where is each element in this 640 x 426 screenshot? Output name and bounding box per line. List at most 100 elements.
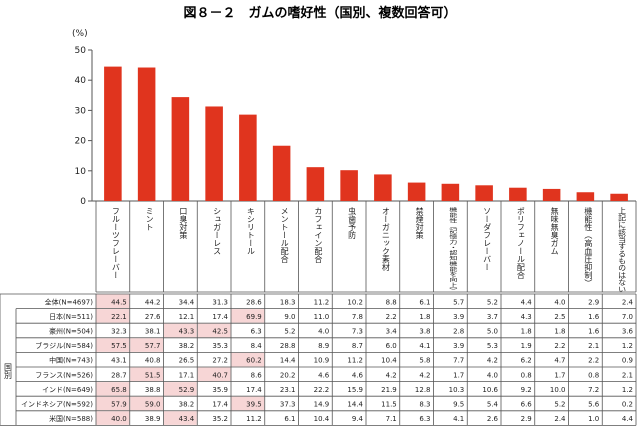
table-cell: 11.0 (314, 313, 330, 321)
row-label: 米国(N=588) (49, 414, 93, 423)
table-cell: 1.8 (419, 313, 430, 321)
category-label: シュガーレス (213, 207, 222, 255)
table-cell: 4.2 (487, 357, 498, 365)
table-cell: 7.0 (622, 313, 633, 321)
category-label: 無味無臭ガム (550, 206, 559, 255)
cell-highlight (96, 294, 130, 309)
table-cell: 2.4 (622, 298, 634, 306)
y-tick-label: 30 (75, 106, 87, 116)
table-cell: 8.8 (386, 298, 397, 306)
table-cell: 0.8 (521, 371, 532, 379)
table-cell: 35.2 (212, 415, 228, 423)
row-label: 全体(N=4697) (45, 297, 94, 306)
table-cell: 1.6 (588, 328, 600, 336)
table-cell: 8.4 (251, 342, 263, 350)
bar-10 (441, 183, 460, 201)
bar-8 (374, 174, 392, 201)
table-cell: 6.2 (521, 357, 532, 365)
table-cell: 6.3 (419, 415, 430, 423)
table-cell: 3.7 (487, 313, 498, 321)
table-cell: 10.0 (550, 386, 566, 394)
bar-4 (239, 114, 257, 201)
table-cell: 44.5 (111, 298, 127, 306)
cell-highlight (96, 338, 130, 352)
table-cell: 3.9 (453, 313, 464, 321)
table-cell: 14.4 (347, 401, 363, 409)
cell-highlight (231, 396, 265, 411)
table-cell: 10.6 (482, 386, 498, 394)
table-cell: 17.4 (212, 313, 228, 321)
category-label: オーガニック素材 (381, 207, 390, 271)
table-cell: 37.3 (280, 401, 296, 409)
table-cell: 11.2 (246, 415, 262, 423)
table-cell: 44.2 (145, 298, 161, 306)
bar-15 (610, 193, 628, 201)
table-cell: 40.0 (111, 415, 127, 423)
bar-2 (171, 97, 190, 201)
cell-highlight (130, 367, 163, 382)
table-cell: 4.4 (622, 415, 634, 423)
table-cell: 1.7 (453, 371, 464, 379)
table-cell: 7.3 (352, 328, 363, 336)
table-cell: 52.9 (179, 386, 195, 394)
table-cell: 11.5 (381, 401, 397, 409)
table-cell: 7.7 (453, 357, 464, 365)
cell-highlight (96, 396, 130, 411)
table-cell: 2.9 (521, 415, 532, 423)
table-cell: 57.7 (145, 342, 161, 350)
table-cell: 35.9 (212, 386, 228, 394)
table-cell: 7.2 (588, 386, 599, 394)
cell-highlight (96, 382, 130, 396)
row-label: インドネシア(N=592) (21, 401, 93, 409)
row-label: 中国(N=743) (49, 356, 93, 365)
table-cell: 1.8 (521, 328, 532, 336)
table-cell: 4.2 (419, 371, 430, 379)
y-tick-label: 20 (75, 137, 87, 147)
table-cell: 10.4 (314, 415, 330, 423)
table-cell: 4.6 (352, 371, 364, 379)
table-cell: 2.5 (554, 313, 565, 321)
table-cell: 27.2 (212, 357, 228, 365)
table-cell: 9.2 (521, 386, 532, 394)
table-cell: 6.6 (521, 401, 533, 409)
y-tick-label: 0 (80, 197, 86, 207)
table-cell: 11.2 (347, 357, 363, 365)
chart-title: 図８－２ ガムの嗜好性（国別、複数回答可） (183, 5, 456, 21)
table-cell: 10.4 (381, 357, 397, 365)
bar-7 (340, 170, 358, 201)
table-cell: 10.3 (449, 386, 465, 394)
table-cell: 4.1 (419, 342, 430, 350)
table-cell: 1.8 (554, 328, 565, 336)
table-cell: 5.2 (487, 298, 498, 306)
cell-highlight (130, 338, 163, 352)
table-cell: 38.9 (145, 415, 161, 423)
table-cell: 59.0 (145, 401, 161, 409)
table-cell: 2.6 (487, 415, 499, 423)
table-cell: 34.4 (179, 298, 195, 306)
table-cell: 3.4 (386, 328, 398, 336)
table-cell: 12.1 (179, 313, 195, 321)
table-cell: 5.0 (487, 328, 498, 336)
table-cell: 69.9 (246, 313, 262, 321)
table-cell: 2.2 (588, 357, 599, 365)
bar-5 (272, 145, 291, 201)
table-cell: 2.2 (386, 313, 397, 321)
table-cell: 57.5 (111, 342, 127, 350)
cell-highlight (231, 352, 265, 367)
table-cell: 2.8 (453, 328, 464, 336)
bar-0 (104, 66, 122, 201)
category-label: 機能性（記憶力・認知機能を向上） (449, 206, 458, 293)
table-cell: 18.3 (280, 298, 296, 306)
table-cell: 38.2 (179, 342, 195, 350)
table-cell: 5.8 (419, 357, 430, 365)
table-cell: 2.2 (554, 342, 565, 350)
table-cell: 38.2 (179, 401, 195, 409)
table-cell: 4.0 (554, 298, 565, 306)
table-cell: 4.4 (521, 298, 533, 306)
table-cell: 31.3 (212, 298, 228, 306)
bar-12 (509, 187, 527, 201)
table-cell: 1.2 (622, 342, 633, 350)
category-label: ミント (145, 207, 154, 231)
